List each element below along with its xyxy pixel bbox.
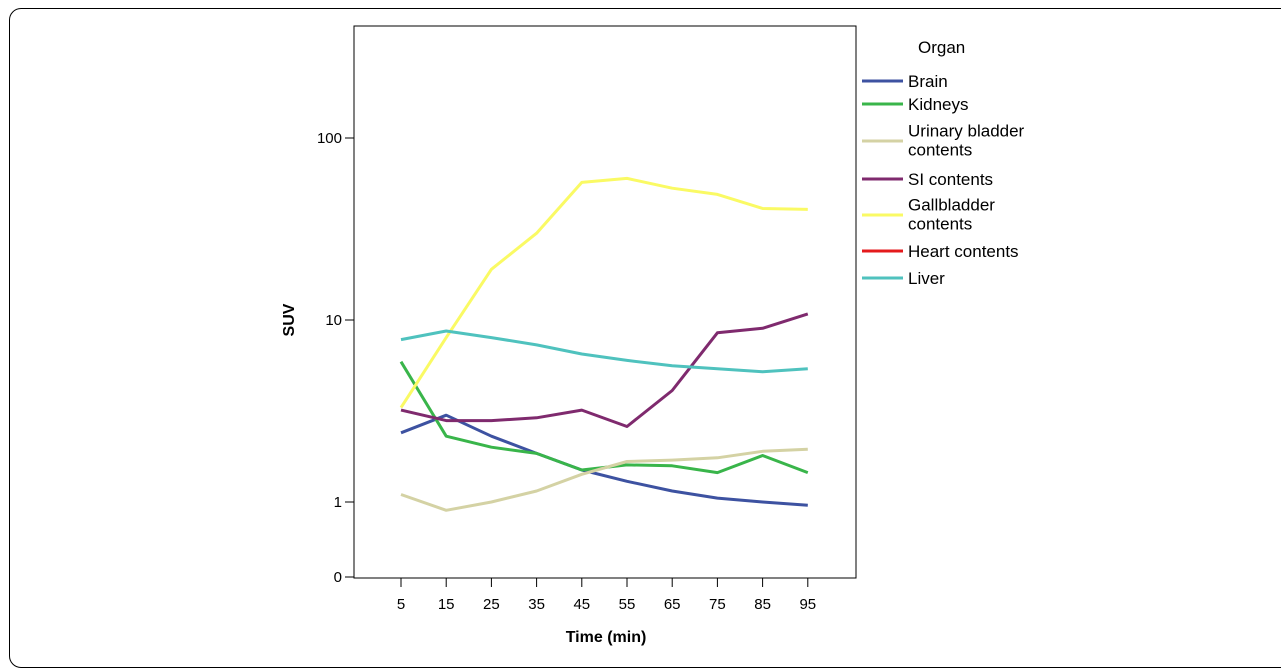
x-tick-label: 45 xyxy=(573,596,590,613)
y-tick-label: 100 xyxy=(317,130,342,147)
legend-label-kidneys: Kidneys xyxy=(908,95,968,114)
x-tick-label: 15 xyxy=(438,596,455,613)
x-tick-label: 35 xyxy=(528,596,545,613)
x-axis: 5 15 25 35 45 55 65 75 85 95 xyxy=(397,578,816,613)
series-line-brain xyxy=(400,413,808,507)
x-tick-label: 95 xyxy=(799,596,816,613)
x-tick-label: 55 xyxy=(619,596,636,613)
y-axis: 0 1 10 100 xyxy=(317,130,354,586)
y-tick-label: 1 xyxy=(334,494,342,511)
legend-label-liver: Liver xyxy=(908,269,945,288)
legend-label-gallbladder-contents: Gallbladder contents xyxy=(908,196,995,234)
x-tick-label: 65 xyxy=(664,596,681,613)
x-axis-title: Time (min) xyxy=(566,629,647,646)
y-axis-title: SUV xyxy=(281,303,298,336)
x-tick-label: 85 xyxy=(754,596,771,613)
y-tick-label: 0 xyxy=(334,569,342,586)
series-line-urinary-bladder-contents xyxy=(400,447,808,512)
series-lines xyxy=(399,176,809,512)
x-tick-label: 5 xyxy=(397,596,405,613)
y-tick-label: 10 xyxy=(325,312,342,329)
legend-title: Organ xyxy=(918,38,965,57)
x-tick-label: 75 xyxy=(709,596,726,613)
series-line-si-contents xyxy=(400,312,809,428)
x-tick-label: 25 xyxy=(483,596,500,613)
plot-area-border xyxy=(353,25,857,579)
series-line-liver xyxy=(400,329,808,374)
line-chart: 0 1 10 100 5 15 25 35 45 55 65 75 85 95 SUV Time (mi… xyxy=(281,25,1025,646)
legend-label-urinary-bladder-contents: Urinary bladder contents xyxy=(908,122,1025,160)
legend-label-brain: Brain xyxy=(908,72,948,91)
legend: Organ Brain Kidneys Urinary bladder content… xyxy=(862,38,1025,288)
legend-label-heart-contents: Heart contents xyxy=(908,242,1019,261)
series-line-gallbladder-contents xyxy=(399,176,808,409)
legend-label-si-contents: SI contents xyxy=(908,170,993,189)
